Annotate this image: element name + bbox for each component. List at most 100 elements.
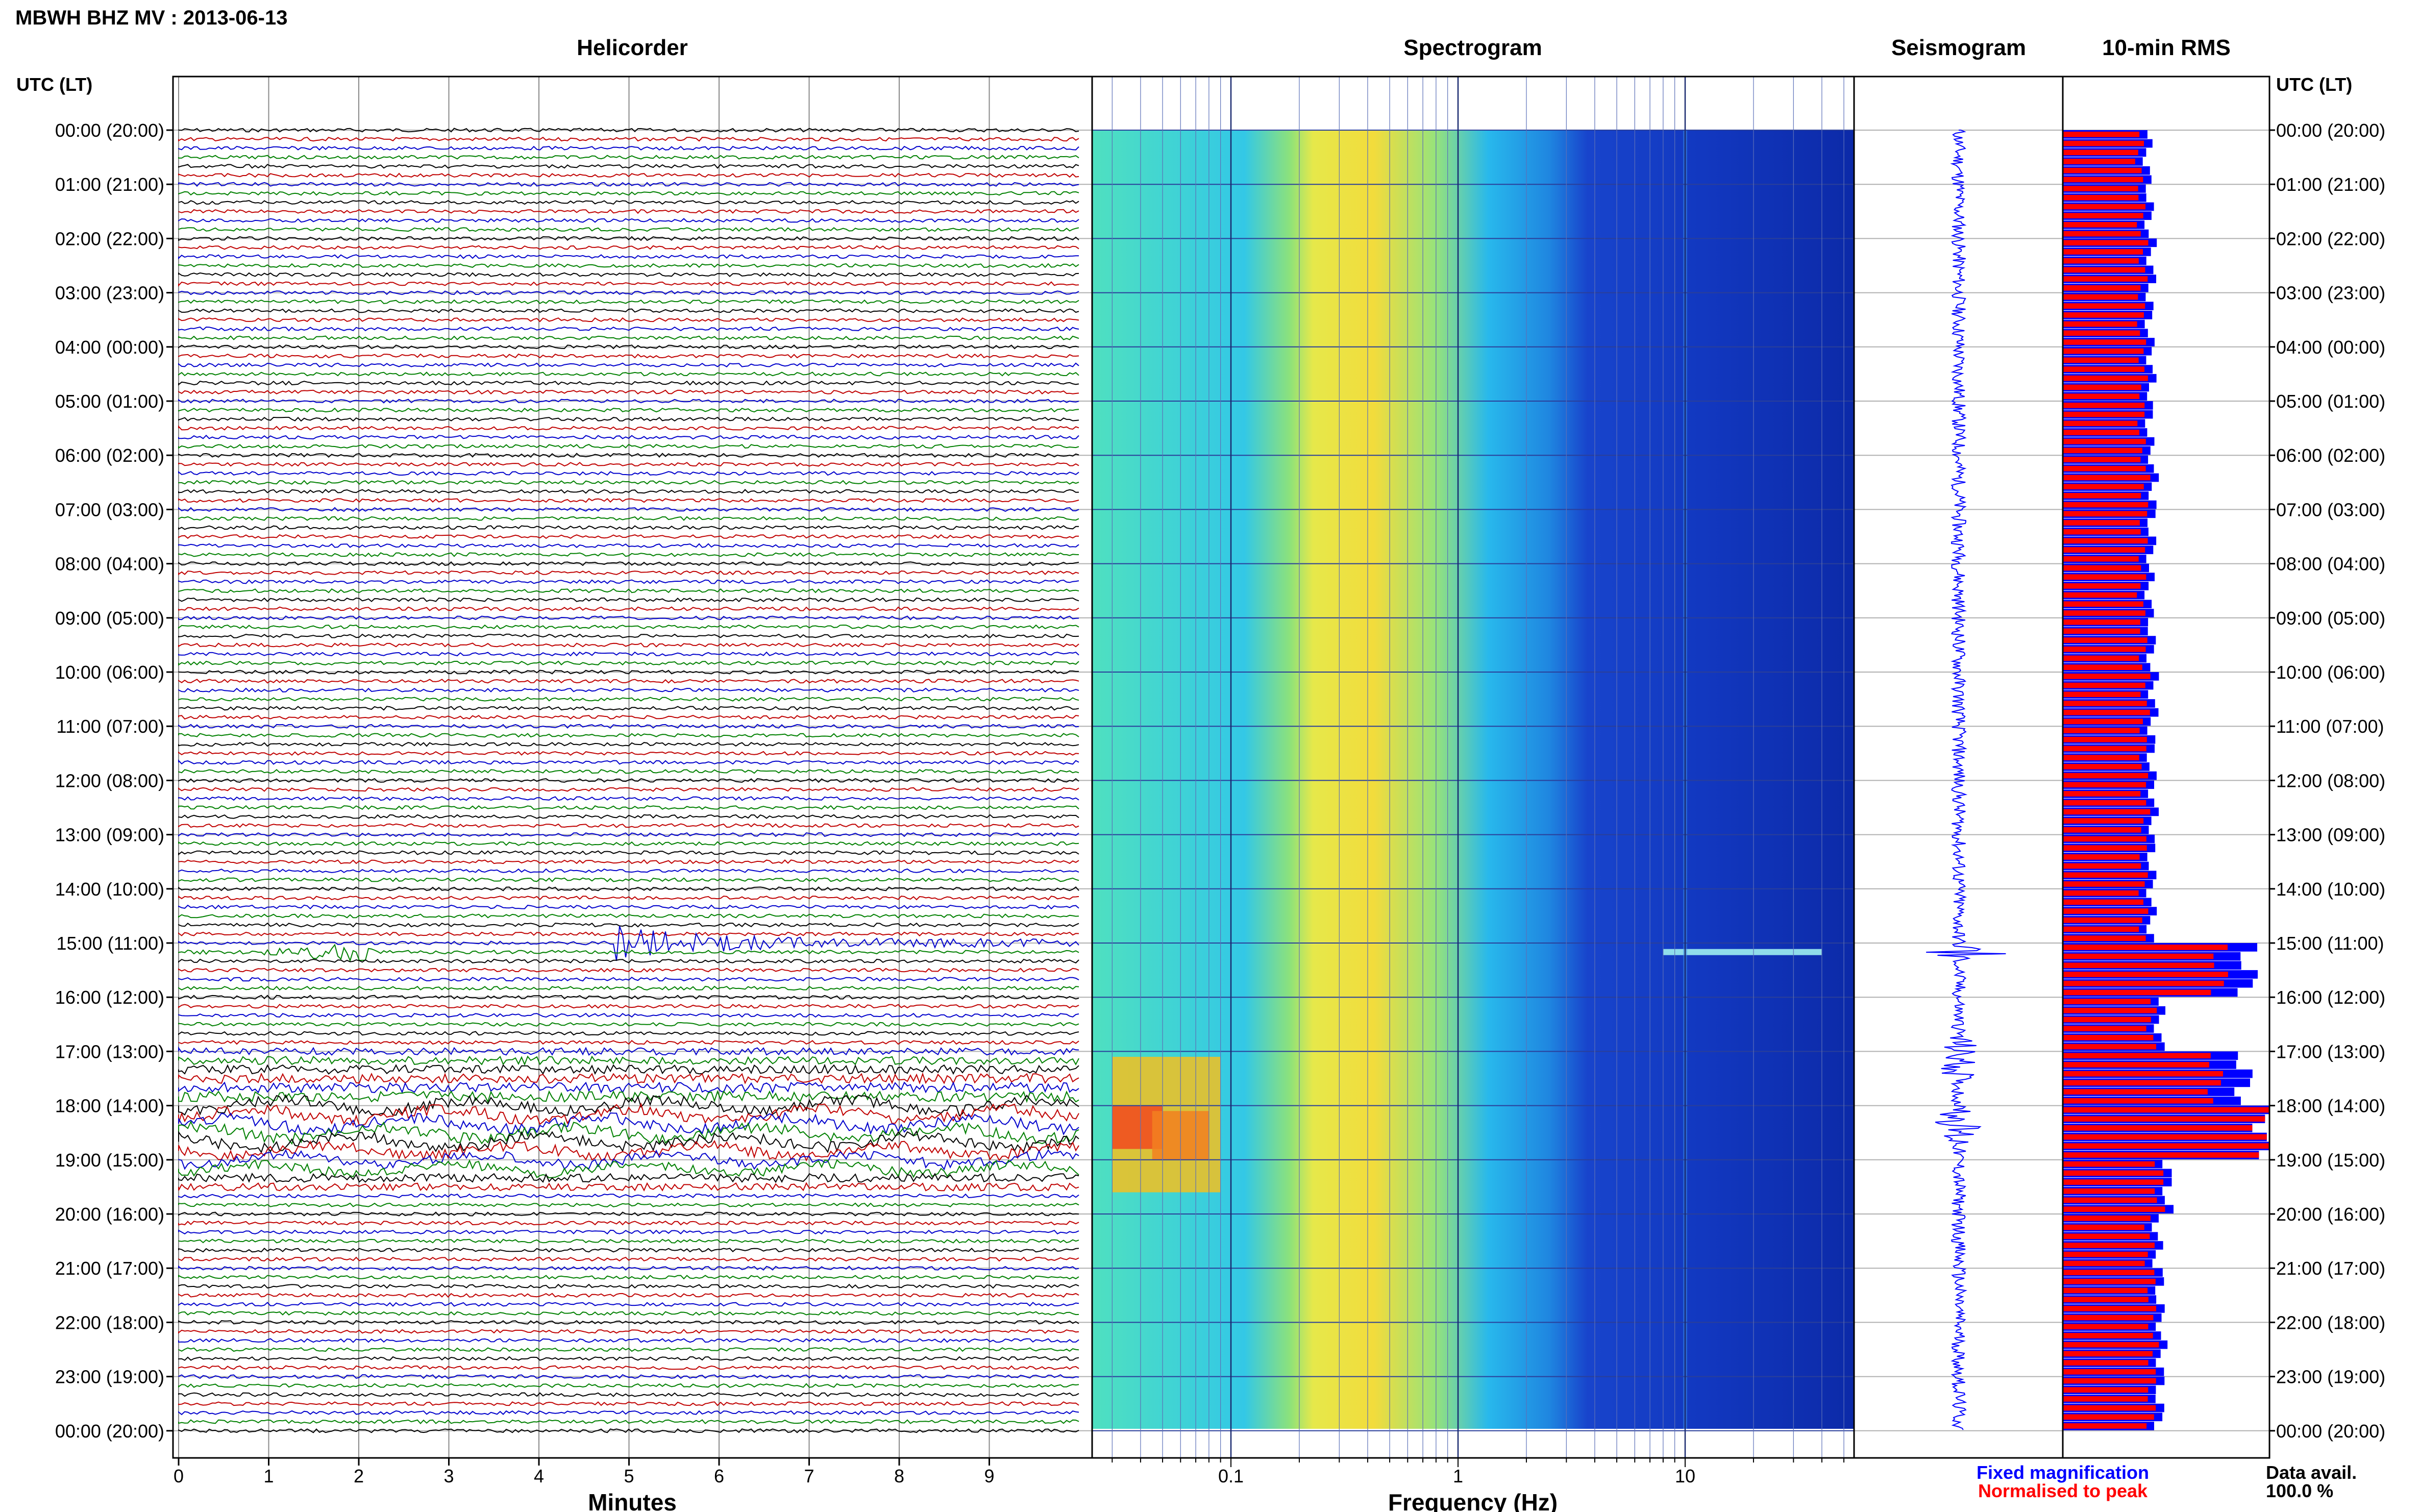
helicorder-trace [178,1428,1079,1433]
helicorder-trace [178,172,1079,178]
rms-normalised-bar [2063,872,2148,878]
time-label-left: 20:00 (16:00) [55,1204,164,1225]
helicorder-trace [178,1193,1079,1199]
time-label-right: 22:00 (18:00) [2276,1312,2385,1333]
rms-normalised-bar [2063,1414,2154,1420]
rms-normalised-bar [2063,764,2142,770]
data-avail-label: Data avail. [2266,1462,2357,1483]
helicorder-trace [178,353,1079,359]
rms-normalised-bar [2063,475,2151,481]
rms-normalised-bar [2063,1134,2267,1140]
helicorder-trace [178,624,1079,630]
helicorder-trace [178,814,1079,819]
helicorder-trace [178,741,1079,747]
time-label-left: 04:00 (00:00) [55,337,164,358]
helicorder-trace [178,1072,1079,1085]
time-label-right: 05:00 (01:00) [2276,391,2385,412]
helicorder-trace [178,1401,1079,1406]
helicorder-trace [178,1365,1079,1370]
helicorder-trace [178,290,1079,295]
rms-normalised-bar [2063,366,2144,372]
helicorder-trace [178,1139,1079,1162]
helicorder-trace [178,958,1079,964]
rms-normalised-bar [2063,1287,2148,1294]
time-label-right: 00:00 (20:00) [2276,120,2385,141]
helicorder-trace [178,769,1079,774]
rms-normalised-bar [2063,258,2139,264]
helicorder-trace [178,137,1079,142]
rms-normalised-bar [2063,213,2143,218]
rms-normalised-bar [2063,375,2148,381]
time-label-right: 21:00 (17:00) [2276,1258,2385,1279]
rms-normalised-bar [2063,917,2142,923]
time-label-right: 07:00 (03:00) [2276,499,2385,520]
rms-normalised-bar [2063,881,2145,887]
minute-tick-label: 6 [714,1466,724,1486]
rms-heading: 10-min RMS [2102,35,2231,60]
helicorder-trace [178,588,1079,593]
helicorder-trace [178,859,1079,864]
time-label-right: 15:00 (11:00) [2276,933,2384,954]
time-label-right: 13:00 (09:00) [2276,825,2385,846]
helicorder-trace [178,679,1079,684]
rms-normalised-bar [2063,890,2139,896]
helicorder-x-label: Minutes [588,1489,677,1512]
rms-normalised-bar [2063,1270,2155,1275]
rms-normalised-bar [2063,1197,2157,1203]
rms-normalised-bar [2063,285,2141,291]
helicorder-trace [178,823,1079,828]
rms-normalised-bar [2063,1161,2155,1167]
helicorder-trace [178,308,1079,313]
rms-normalised-bar [2063,1071,2223,1077]
helicorder-trace [178,317,1079,323]
rms-normalised-bar [2063,177,2143,183]
rms-normalised-bar [2063,384,2141,390]
time-label-left: 02:00 (22:00) [55,228,164,249]
helicorder-trace [178,714,1079,720]
helicorder-trace [178,443,1079,449]
time-label-right: 11:00 (07:00) [2276,716,2384,737]
helicorder-trace [178,1063,1079,1075]
helicorder-trace [178,1094,1079,1117]
spectrogram-panel [1092,130,1854,1429]
rms-normalised-bar [2063,538,2148,544]
helicorder-trace [178,227,1079,232]
helicorder-trace [178,570,1079,576]
rms-normalised-bar [2063,926,2139,932]
rms-normalised-bar [2063,150,2138,156]
helicorder-trace [178,904,1079,910]
time-label-right: 08:00 (04:00) [2276,554,2385,575]
minute-tick-label: 1 [263,1466,274,1486]
helicorder-trace [178,489,1079,494]
spectrogram-grid [1092,77,1854,1458]
rms-normalised-bar [2063,1206,2165,1212]
helicorder-trace [178,272,1079,278]
helicorder-trace [178,751,1079,756]
helicorder-trace [178,922,1079,928]
rms-bars [2063,130,2269,1430]
helicorder-trace [178,1256,1079,1262]
rms-normalised-bar [2063,583,2141,589]
helicorder-trace [178,1238,1079,1244]
seismogram-path [1926,130,2006,1430]
utc-header-left: UTC (LT) [16,74,92,95]
rms-normalised-bar [2063,339,2146,345]
rms-normalised-bar [2063,637,2148,643]
time-label-right: 16:00 (12:00) [2276,987,2385,1008]
rms-normalised-bar [2063,438,2146,444]
spectrogram-x-axis: 0.1 1 10 [1112,1458,1845,1486]
time-label-left: 10:00 (06:00) [55,662,164,683]
helicorder-trace [178,281,1079,287]
helicorder-trace [178,218,1079,223]
helicorder-trace [178,191,1079,196]
time-label-left: 18:00 (14:00) [55,1096,164,1117]
helicorder-trace [178,796,1079,801]
rms-normalised-bar [2063,1297,2149,1302]
minute-tick-label: 5 [624,1466,634,1486]
helicorder-trace [178,597,1079,603]
time-label-right: 17:00 (13:00) [2276,1041,2385,1062]
rms-normalised-bar [2063,854,2140,860]
helicorder-trace [178,697,1079,702]
helicorder-trace [178,1320,1079,1325]
helicorder-trace [178,670,1079,675]
